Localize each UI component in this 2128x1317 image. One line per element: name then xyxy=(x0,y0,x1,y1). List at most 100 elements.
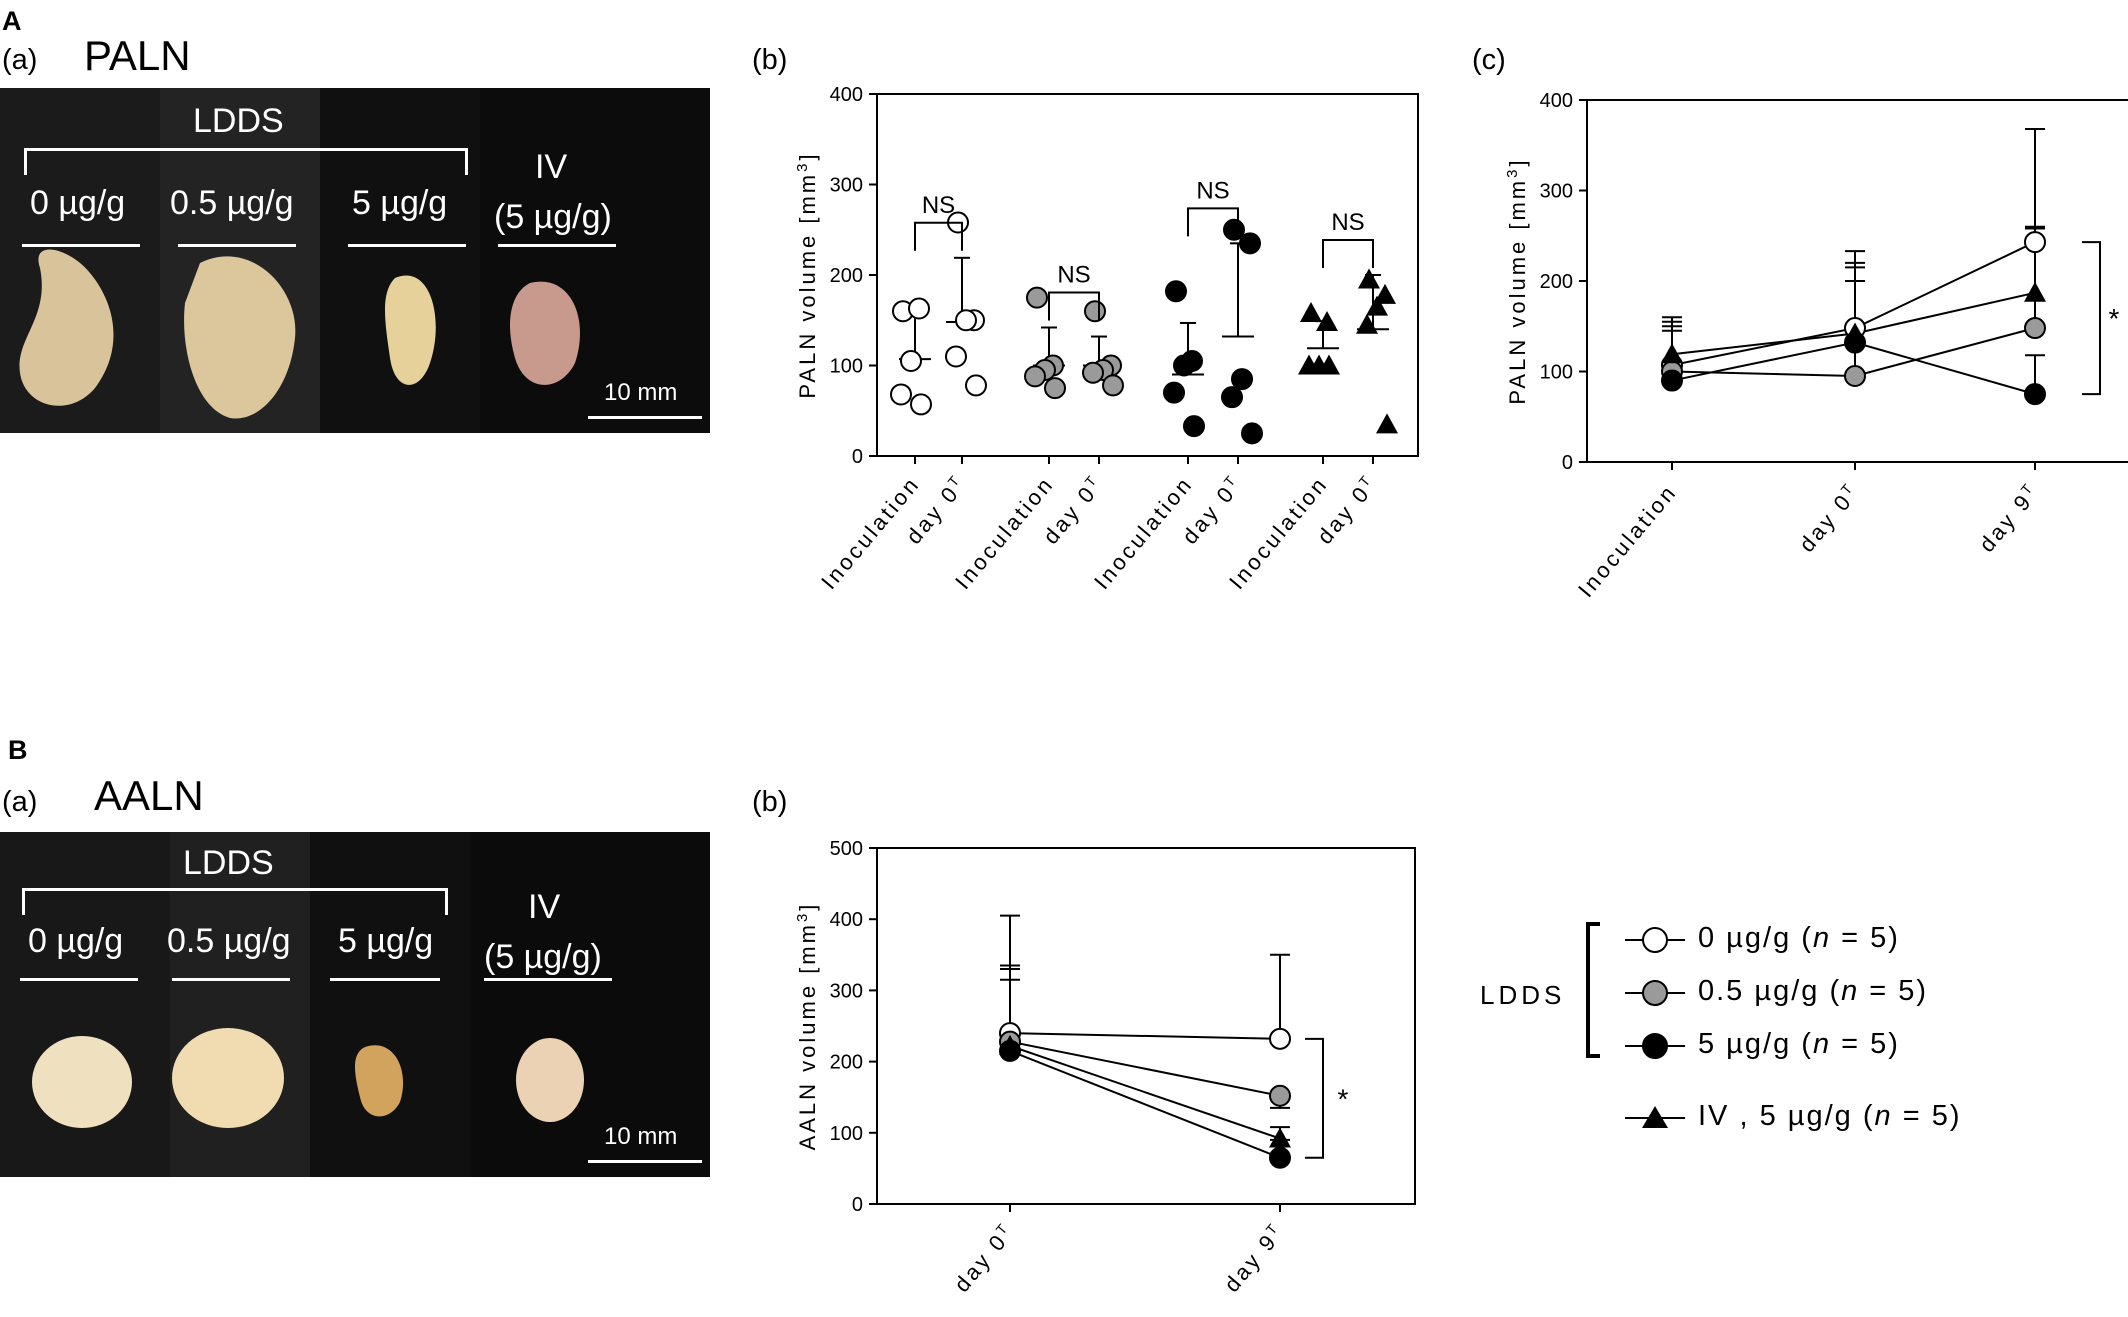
dose-label-iv-dose: (5 µg/g) xyxy=(494,198,612,236)
y-axis-label: PALN volume [mm3] xyxy=(794,151,821,398)
data-point xyxy=(1102,374,1124,397)
data-point xyxy=(1844,322,1866,343)
data-point xyxy=(1026,286,1048,309)
panel-a-title: PALN xyxy=(84,32,191,79)
scale-bar xyxy=(588,416,702,419)
legend-marker-black xyxy=(1642,1033,1668,1059)
data-point xyxy=(1661,343,1683,364)
sig-label: * xyxy=(1338,1083,1349,1114)
data-point xyxy=(1173,354,1195,377)
dose-label-b-1: 0.5 µg/g xyxy=(167,922,291,960)
x-label-superscript: T xyxy=(992,1219,1012,1238)
y-tick-label: 100 xyxy=(1540,362,1573,384)
series-line xyxy=(1009,1032,1281,1040)
chart-paln-line: 0 100 200 300 400 PALN volume [mm3] Inoculatio… xyxy=(1504,90,2128,602)
aaln-organs xyxy=(32,1028,584,1128)
y-tick-label: 200 xyxy=(830,265,863,287)
data-point xyxy=(1044,377,1066,400)
data-point xyxy=(1084,300,1106,323)
dose-label-b-iv: IV xyxy=(528,888,561,926)
panel-b-sub-b: (b) xyxy=(752,786,788,818)
data-point xyxy=(1183,415,1205,438)
ldds-label: LDDS xyxy=(193,102,284,140)
y-tick-label: 400 xyxy=(1540,90,1573,112)
series-line xyxy=(1009,1040,1281,1097)
data-point xyxy=(1231,368,1253,391)
x-label-superscript: T xyxy=(1220,471,1240,490)
data-point xyxy=(890,383,912,406)
data-point xyxy=(1661,369,1683,392)
data-point xyxy=(1366,295,1388,316)
data-point xyxy=(1300,302,1322,323)
x-label-superscript: T xyxy=(1837,479,1857,498)
ns-label: NS xyxy=(1196,177,1229,204)
data-point xyxy=(1269,1084,1291,1107)
y-tick-label: 0 xyxy=(852,1194,863,1216)
data-point xyxy=(1376,413,1398,434)
dose-label-iv: IV xyxy=(535,148,568,186)
sig-bracket xyxy=(1305,1037,1324,1159)
x-label-superscript: T xyxy=(1355,471,1375,490)
panel-a-sub-b: (b) xyxy=(752,44,788,76)
y-axis-label: PALN volume [mm3] xyxy=(1504,157,1531,404)
y-tick-label: 400 xyxy=(830,909,863,931)
ns-bracket xyxy=(1322,239,1374,268)
data-point xyxy=(2024,281,2046,302)
data-point xyxy=(999,1034,1021,1055)
data-point xyxy=(1024,365,1046,388)
scale-label: 10 mm xyxy=(604,379,678,406)
x-tick-label: day 0T xyxy=(1793,479,1865,557)
legend-item-0: 0 µg/g (n = 5) xyxy=(1698,922,1900,954)
panel-letter-b: B xyxy=(8,735,28,765)
data-point xyxy=(955,309,977,332)
legend: LDDS 0 µg/g (n = 5) 0.5 µg/g (n = 5) 5 µ… xyxy=(1480,900,2040,1150)
unit-superscript: 3 xyxy=(1504,167,1521,178)
data-point xyxy=(2024,317,2046,340)
unit-superscript: 3 xyxy=(794,161,811,172)
y-tick-label: 100 xyxy=(830,356,863,378)
plot-frame-a-b xyxy=(876,93,1419,457)
data-point xyxy=(908,297,930,320)
ldds-bracket xyxy=(24,148,468,175)
ns-label: NS xyxy=(1331,209,1364,236)
data-point xyxy=(910,393,932,416)
legend-item-1: 0.5 µg/g (n = 5) xyxy=(1698,975,1929,1007)
panel-b-title: AALN xyxy=(94,772,204,819)
data-point xyxy=(1241,422,1263,445)
legend-markers xyxy=(1586,922,1685,1128)
scale-label-b: 10 mm xyxy=(604,1123,678,1150)
x-label-superscript: T xyxy=(1081,471,1101,490)
ldds-bracket-b xyxy=(22,888,448,915)
dose-label-b-0: 0 µg/g xyxy=(28,922,124,960)
y-tick-label: 0 xyxy=(852,446,863,468)
legend-marker-open xyxy=(1642,927,1668,953)
legend-item-3: IV , 5 µg/g (n = 5) xyxy=(1698,1100,1962,1132)
ldds-label-b: LDDS xyxy=(183,844,274,882)
data-point xyxy=(1358,268,1380,289)
legend-item-2: 5 µg/g (n = 5) xyxy=(1698,1028,1900,1060)
legend-marker-triangle xyxy=(1642,1106,1668,1128)
x-tick-label: day 9T xyxy=(1218,1219,1290,1297)
x-label-superscript: T xyxy=(1262,1219,1282,1238)
ns-label: NS xyxy=(1057,261,1090,288)
y-tick-label: 200 xyxy=(830,1052,863,1074)
y-tick-label: 300 xyxy=(1540,181,1573,203)
plot-frame-b-b xyxy=(876,847,1416,1205)
data-point xyxy=(1269,1127,1291,1148)
data-point xyxy=(1844,365,1866,388)
data-point xyxy=(965,374,987,397)
scale-bar-b xyxy=(588,1160,702,1163)
data-point xyxy=(1316,311,1338,332)
aaln-photo: LDDS 0 µg/g 0.5 µg/g 5 µg/g IV (5 µg/g) … xyxy=(0,832,710,1177)
x-tick-label: Inoculation xyxy=(1573,479,1682,602)
data-point xyxy=(1318,354,1340,375)
x-tick-label: day 0T xyxy=(948,1219,1020,1297)
data-point xyxy=(1223,218,1245,241)
dose-label-1: 0.5 µg/g xyxy=(170,184,294,222)
ns-bracket xyxy=(914,221,963,251)
y-tick-label: 300 xyxy=(830,175,863,197)
x-label-superscript: T xyxy=(2017,479,2037,498)
panel-letter-a: A xyxy=(2,6,22,36)
y-tick-label: 0 xyxy=(1562,452,1573,474)
y-axis-label: AALN volume [mm3] xyxy=(794,902,821,1151)
